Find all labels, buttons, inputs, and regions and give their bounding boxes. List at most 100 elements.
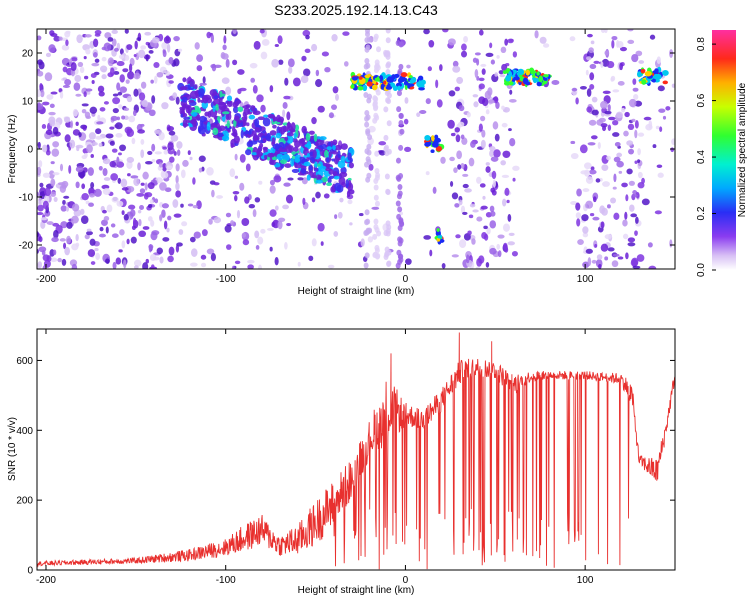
spectrum-blob: [241, 116, 247, 120]
spectrum-blob: [261, 38, 270, 46]
spectrum-blob: [485, 162, 490, 166]
spectrum-blob: [462, 183, 469, 189]
spectrum-blob: [637, 159, 641, 164]
spectrum-peak: [536, 81, 542, 87]
spectrum-blob: [629, 204, 635, 212]
spectrum-peak: [392, 85, 398, 91]
spectrum-blob: [286, 132, 294, 137]
spectrum-blob: [178, 229, 184, 235]
spectrum-blob: [366, 36, 372, 43]
spectrum-blob: [238, 119, 242, 124]
spectrum-blob: [385, 69, 391, 76]
spectrum-blob: [397, 225, 403, 232]
spectrum-blob: [615, 111, 623, 119]
spectrum-blob: [398, 237, 404, 244]
spectrum-blob: [283, 182, 291, 187]
snr-line: [37, 332, 675, 570]
spectrum-blob: [604, 50, 610, 56]
spectrum-blob: [383, 106, 389, 113]
spectrum-blob: [347, 199, 353, 205]
spectrum-blob: [476, 176, 482, 184]
spectrum-blob: [133, 54, 137, 58]
spectrum-blob: [101, 56, 107, 62]
spectrum-blob: [633, 94, 639, 100]
spectrum-blob: [625, 252, 629, 260]
spectrum-blob: [396, 90, 402, 97]
spectrum-blob: [131, 225, 136, 230]
figure-title: S233.2025.192.14.13.C43: [274, 2, 438, 18]
spectrum-blob: [504, 187, 510, 196]
spectrum-blob: [81, 183, 86, 190]
spectrum-blob: [143, 192, 149, 200]
spectrum-blob: [485, 166, 491, 173]
spectrum-blob: [211, 63, 217, 72]
spectrum-blob: [611, 260, 619, 268]
spectrum-blob: [292, 77, 301, 87]
spectrum-blob: [429, 249, 433, 257]
spectrum-blob: [459, 239, 467, 249]
spectrum-blob: [245, 163, 251, 172]
spectrum-blob: [501, 105, 505, 110]
spectrum-blob: [81, 192, 89, 201]
spectrum-blob: [373, 194, 379, 201]
spectrum-blob: [512, 51, 518, 58]
spectrum-blob: [598, 117, 606, 123]
spectrum-blob: [483, 225, 488, 230]
spectrum-blob: [206, 248, 215, 255]
spectrum-blob: [632, 190, 638, 195]
spectrum-blob: [123, 107, 130, 111]
spectrum-blob: [121, 210, 125, 216]
spectrum-blob: [181, 96, 188, 103]
spectrum-blob: [232, 191, 240, 195]
spectrum-blob: [328, 168, 334, 175]
spectrum-blob: [53, 229, 59, 239]
spectrum-blob: [222, 111, 230, 115]
spectrum-blob: [333, 230, 339, 237]
spectrum-blob: [648, 265, 657, 269]
spectrum-blob: [49, 119, 56, 127]
spectrum-blob: [202, 76, 206, 84]
spectrum-blob: [448, 90, 456, 97]
spectrum-blob: [260, 228, 266, 234]
spectrum-blob: [385, 220, 391, 227]
spectrum-blob: [189, 90, 198, 100]
spectrum-blob: [85, 200, 90, 205]
spectrum-blob: [582, 232, 589, 238]
spectrum-blob: [142, 226, 150, 230]
spectrum-blob: [474, 69, 479, 79]
spectrum-blob: [367, 227, 373, 234]
spectrum-blob: [364, 209, 370, 216]
spectrum-blob: [272, 117, 276, 123]
spectrum-blob: [287, 58, 295, 68]
spectrum-blob: [320, 143, 327, 150]
spectrum-blob: [403, 118, 409, 125]
spectrum-blob: [148, 50, 154, 54]
spectrum-blob: [86, 231, 93, 236]
spectrum-blob: [144, 31, 152, 36]
spectrum-blob: [72, 108, 79, 117]
spectrum-blob: [592, 196, 597, 203]
spectrum-blob: [349, 222, 353, 226]
spectrum-blob: [60, 221, 68, 229]
spectrum-blob: [169, 156, 175, 163]
spectrum-blob: [61, 180, 69, 188]
spectrum-blob: [474, 52, 481, 56]
spectrum-blob: [364, 110, 370, 117]
spectrum-blob: [671, 83, 675, 88]
spectrum-blob: [384, 251, 390, 258]
spectrum-blob: [404, 146, 412, 153]
spectrum-blob: [193, 231, 201, 239]
spectrum-blob: [291, 151, 296, 155]
spectrum-blob: [287, 177, 294, 181]
spectrum-blob: [69, 139, 76, 149]
spectrum-blob: [460, 134, 465, 140]
spectrum-blob: [376, 46, 382, 53]
spectrum-blob: [291, 168, 300, 173]
spectrum-blob: [502, 198, 507, 207]
spectrum-blob: [257, 264, 263, 269]
spectrum-blob: [634, 120, 639, 129]
spectrum-blob: [199, 115, 207, 123]
spectrum-blob: [190, 248, 198, 257]
spectrum-blob: [619, 46, 628, 52]
spectrum-peak: [542, 74, 549, 78]
